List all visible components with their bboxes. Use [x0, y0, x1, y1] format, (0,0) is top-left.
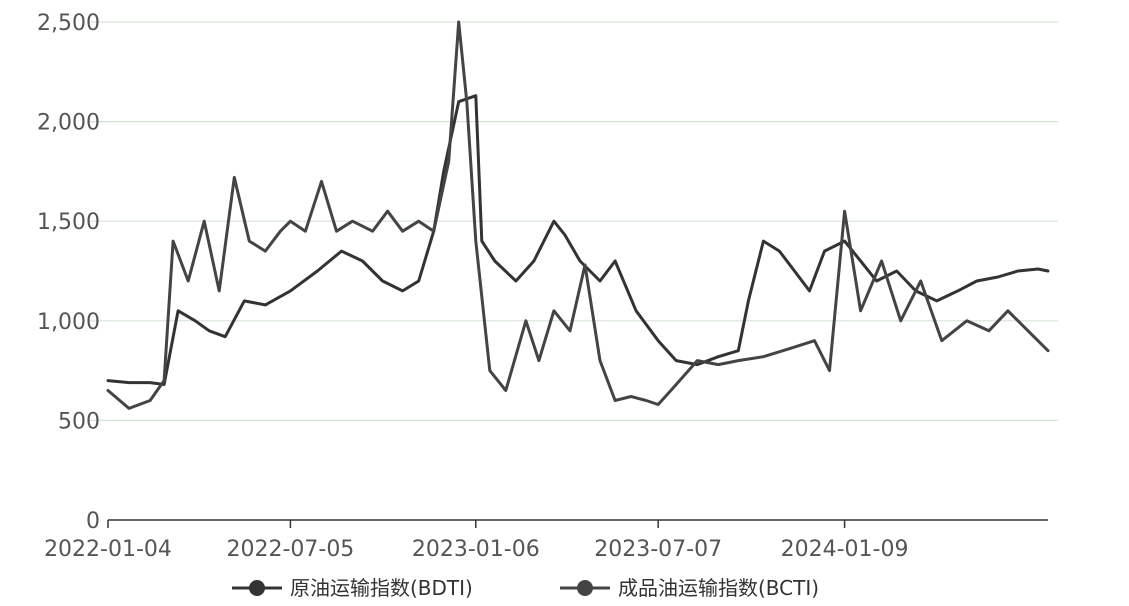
series-lines — [106, 20, 1050, 410]
axes: 0 500 1,000 1,500 2,000 2,500 2022-01-04 2022-0… — [37, 11, 1048, 562]
y-tick-label-1000: 1,000 — [37, 310, 100, 335]
y-tick-label-2000: 2,000 — [37, 111, 100, 136]
y-tick-label-500: 500 — [58, 409, 100, 434]
grid-lines — [88, 21, 1058, 421]
x-tick-label-2023-01-06: 2023-01-06 — [412, 537, 540, 562]
legend-label-2: 成品油运输指数(BCTI) — [618, 576, 819, 600]
y-tick-label-0: 0 — [86, 509, 100, 534]
y-tick-label-1500: 1,500 — [37, 210, 100, 235]
legend-marker-1 — [249, 580, 265, 596]
series-line-2 — [106, 20, 1050, 410]
legend-label-1: 原油运输指数(BDTI) — [290, 576, 473, 600]
x-tick-label-2022-07-05: 2022-07-05 — [226, 537, 354, 562]
series-line-1 — [106, 94, 1050, 386]
legend: 原油运输指数(BDTI) 成品油运输指数(BCTI) — [232, 576, 819, 600]
legend-marker-2 — [577, 580, 593, 596]
y-tick-label-2500: 2,500 — [37, 11, 100, 36]
x-tick-label-2022-01-04: 2022-01-04 — [44, 537, 172, 562]
x-tick-label-2023-07-07: 2023-07-07 — [594, 537, 722, 562]
x-tick-label-2024-01-09: 2024-01-09 — [781, 537, 909, 562]
